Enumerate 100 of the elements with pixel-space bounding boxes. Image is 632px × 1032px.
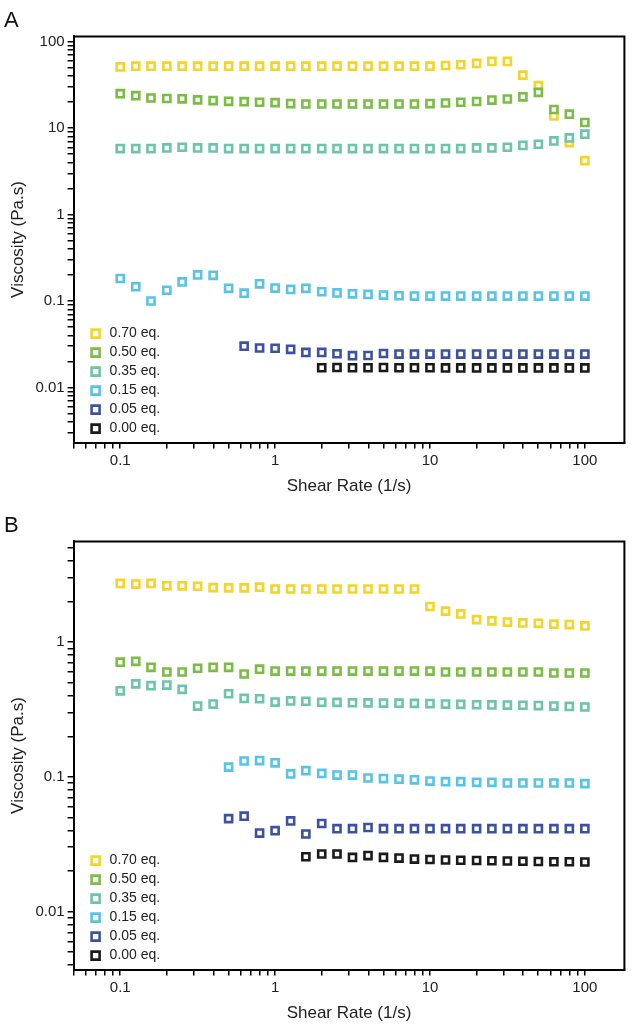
- point: [146, 578, 156, 589]
- point: [533, 856, 544, 867]
- point: [564, 778, 575, 788]
- point: [533, 667, 544, 677]
- point: [223, 688, 234, 699]
- point: [409, 854, 420, 864]
- point: [162, 580, 172, 591]
- point: [254, 755, 265, 766]
- point: [332, 849, 342, 859]
- point: [455, 667, 466, 677]
- point: [549, 349, 559, 359]
- legend-label: 0.50 eq.: [109, 343, 161, 360]
- y-tick-label: 0.1: [43, 766, 65, 784]
- point: [564, 349, 575, 359]
- point: [316, 99, 327, 109]
- point: [549, 668, 559, 678]
- point: [239, 811, 249, 822]
- point: [533, 700, 544, 711]
- y-tick-label: 10: [47, 118, 65, 136]
- point: [455, 823, 466, 834]
- point: [518, 70, 528, 80]
- point: [223, 96, 234, 107]
- point: [564, 856, 575, 867]
- point: [347, 362, 358, 373]
- x-tick-label: 10: [421, 977, 439, 995]
- x-tick-label: 100: [572, 977, 598, 995]
- point: [394, 666, 404, 676]
- point: [270, 61, 280, 72]
- point: [502, 56, 513, 67]
- point: [518, 349, 528, 359]
- point: [471, 291, 482, 301]
- point: [239, 693, 249, 704]
- point: [115, 62, 126, 72]
- point: [332, 61, 342, 72]
- point: [455, 776, 466, 787]
- point: [301, 99, 311, 109]
- point: [409, 774, 420, 785]
- point: [394, 143, 404, 154]
- point: [285, 344, 296, 355]
- point: [208, 143, 218, 153]
- point: [502, 823, 513, 834]
- point: [301, 143, 311, 154]
- point: [270, 343, 280, 354]
- x-axis-title: Shear Rate (1/s): [286, 1003, 412, 1023]
- point: [549, 136, 559, 146]
- point: [332, 584, 342, 594]
- point: [162, 667, 172, 677]
- point: [332, 99, 342, 109]
- point: [332, 666, 342, 676]
- point: [471, 614, 482, 625]
- point: [409, 143, 420, 154]
- point: [285, 61, 296, 72]
- point: [223, 662, 234, 673]
- point: [409, 362, 420, 373]
- point: [455, 349, 466, 359]
- point: [223, 61, 234, 72]
- point: [208, 61, 218, 72]
- point: [239, 143, 249, 154]
- point: [580, 117, 590, 128]
- point: [347, 666, 358, 676]
- point: [192, 143, 203, 153]
- point: [394, 61, 404, 72]
- point: [502, 349, 513, 359]
- chart-title: A: [4, 7, 19, 33]
- point: [363, 61, 373, 72]
- point: [455, 855, 466, 866]
- point: [347, 770, 358, 780]
- point: [378, 99, 389, 109]
- point: [409, 61, 420, 72]
- point: [487, 291, 497, 301]
- point: [301, 851, 311, 862]
- point: [285, 98, 296, 109]
- point: [285, 584, 296, 594]
- point: [487, 823, 497, 834]
- point: [394, 823, 404, 834]
- point: [487, 143, 497, 153]
- point: [146, 680, 156, 691]
- point: [518, 667, 528, 677]
- point: [316, 347, 327, 358]
- point: [130, 579, 141, 589]
- point: [254, 61, 265, 72]
- point: [162, 61, 172, 72]
- point: [455, 143, 466, 154]
- point: [301, 765, 311, 776]
- point: [130, 679, 141, 689]
- point: [564, 363, 575, 373]
- point: [378, 823, 389, 834]
- point: [146, 93, 156, 103]
- point: [471, 855, 482, 866]
- point: [332, 143, 342, 154]
- point: [440, 98, 451, 108]
- point: [223, 143, 234, 154]
- point: [440, 143, 451, 154]
- point: [285, 769, 296, 779]
- point: [425, 601, 435, 612]
- point: [301, 283, 311, 294]
- point: [130, 143, 141, 154]
- point: [425, 666, 435, 676]
- point: [549, 778, 559, 788]
- point: [208, 270, 218, 281]
